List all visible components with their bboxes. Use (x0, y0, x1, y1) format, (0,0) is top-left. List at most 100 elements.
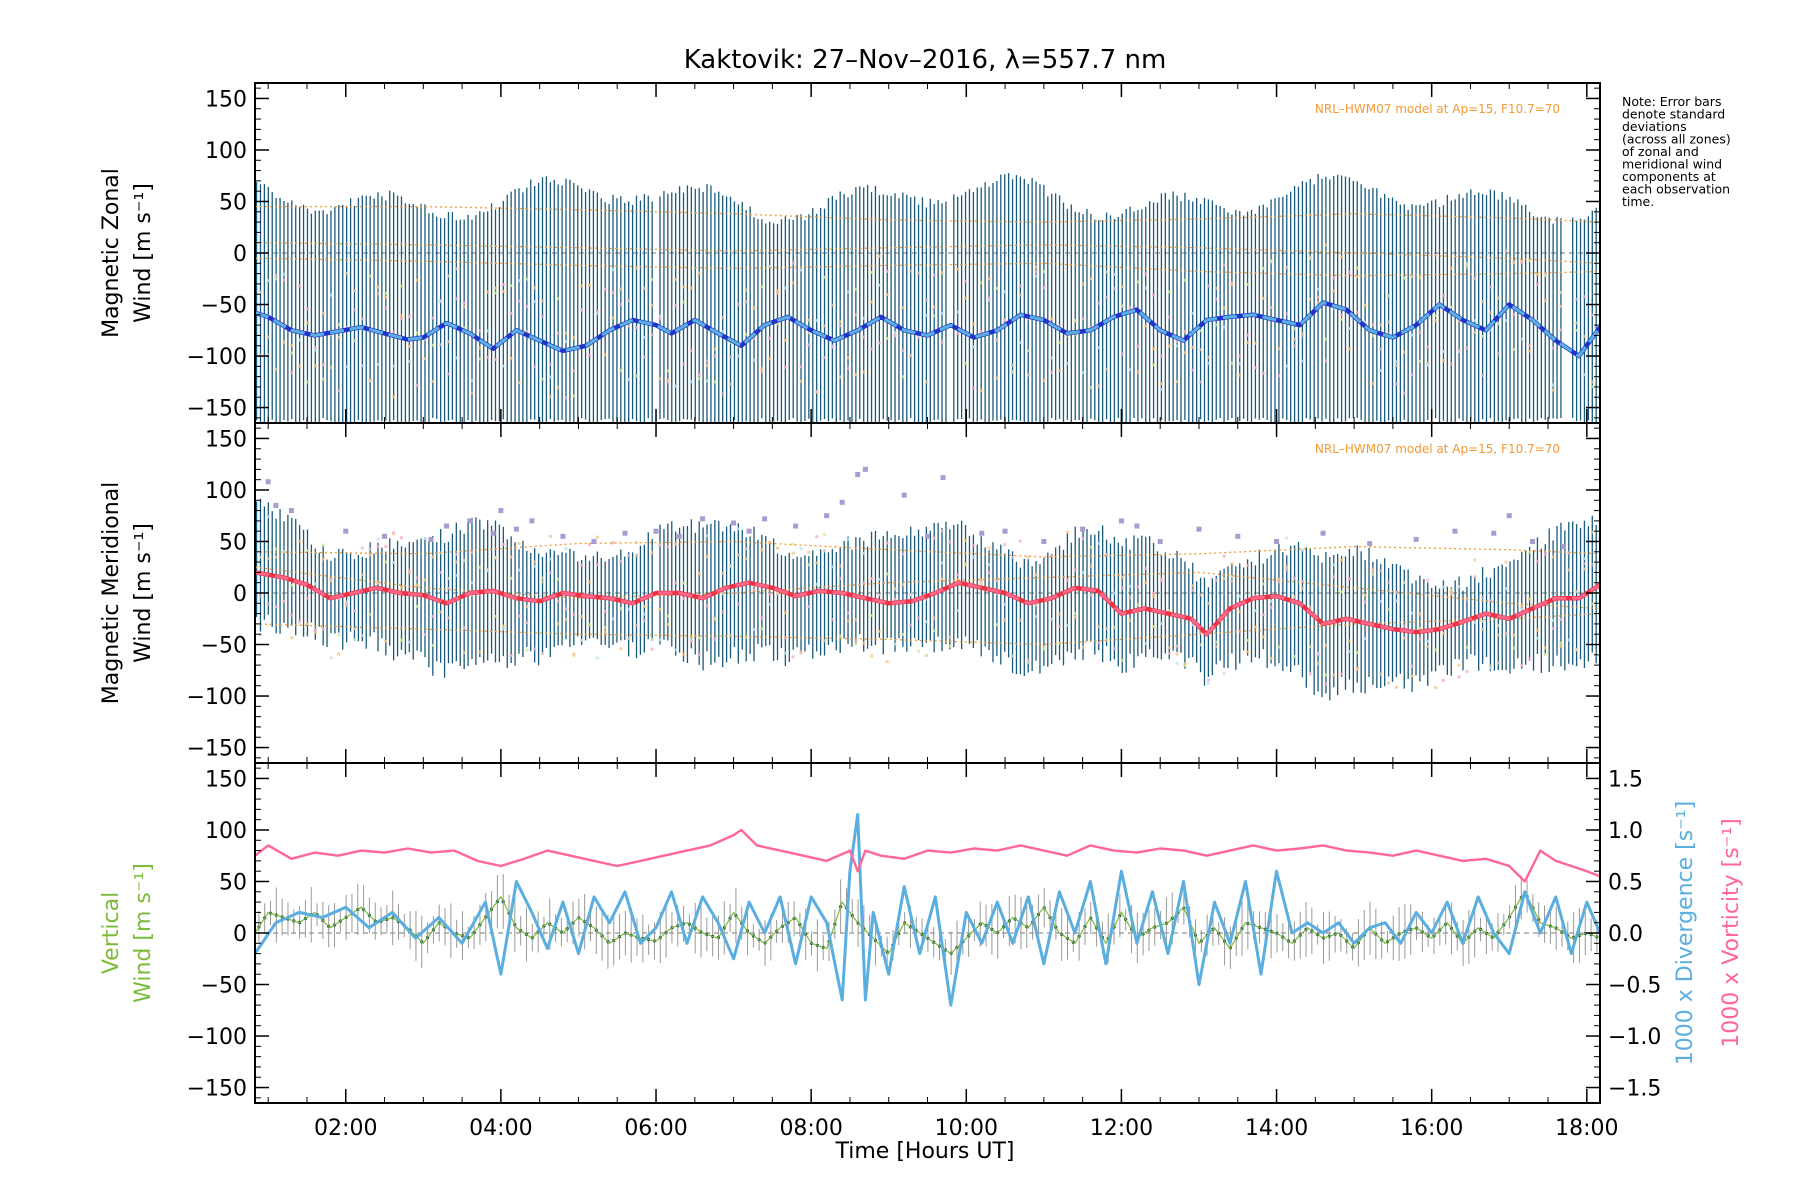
zone-dot (1504, 318, 1508, 322)
zone-dot (298, 539, 302, 543)
zone-dot (439, 300, 443, 304)
zone-dot (1089, 564, 1093, 568)
scatter-point (862, 466, 868, 472)
zone-dot (1559, 290, 1563, 294)
zone-dot (870, 577, 874, 581)
zone-dot (744, 557, 748, 561)
zone-dot (807, 331, 811, 335)
zone-dot (407, 568, 411, 572)
zone-dot (838, 320, 842, 324)
zone-dot (1457, 585, 1461, 589)
y-tick-label: 0 (233, 582, 247, 607)
zone-dot (768, 592, 772, 596)
model-line (255, 205, 1600, 223)
zone-dot (791, 281, 795, 285)
scatter-point (1491, 530, 1497, 536)
zone-dot (877, 577, 881, 581)
zone-dot (1214, 645, 1218, 649)
zone-dot (658, 608, 662, 612)
zone-dot (1347, 650, 1351, 654)
zone-dot (1426, 639, 1430, 643)
scatter-point (746, 528, 752, 534)
zone-dot (588, 543, 592, 547)
zone-dot (799, 651, 803, 655)
zone-dot (1332, 276, 1336, 280)
zone-dot (1238, 354, 1242, 358)
zone-dot (1449, 590, 1453, 594)
plot-area (255, 813, 1600, 1007)
zone-dot (705, 359, 709, 363)
zone-dot (932, 314, 936, 318)
zone-dot (838, 576, 842, 580)
zone-dot (533, 560, 537, 564)
zone-dot (721, 392, 725, 396)
zone-dot (1426, 361, 1430, 365)
zone-dot (525, 277, 529, 281)
zone-dot (1261, 582, 1265, 586)
zone-dot (1246, 650, 1250, 654)
zone-dot (877, 254, 881, 258)
zone-dot (1324, 243, 1328, 247)
zone-dot (1590, 385, 1594, 389)
zone-dot (1418, 612, 1422, 616)
zone-dot (1261, 296, 1265, 300)
zone-dot (1473, 558, 1477, 562)
zone-dot (313, 628, 317, 632)
zone-dot (564, 618, 568, 622)
zone-dot (846, 356, 850, 360)
scatter-point (560, 533, 566, 539)
zone-dot (298, 284, 302, 288)
zone-dot (1073, 612, 1077, 616)
zone-dot (1457, 348, 1461, 352)
zone-dot (768, 602, 772, 606)
zone-dot (329, 333, 333, 337)
zone-dot (540, 299, 544, 303)
zone-dot (1214, 286, 1218, 290)
zone-dot (1136, 280, 1140, 284)
zone-dot (1011, 555, 1015, 559)
zone-dot (282, 600, 286, 604)
zone-dot (627, 378, 631, 382)
zone-dot (650, 637, 654, 641)
zone-dot (744, 332, 748, 336)
zone-dot (1300, 548, 1304, 552)
zone-dot (940, 529, 944, 533)
zone-dot (595, 563, 599, 567)
zone-dot (1277, 645, 1281, 649)
zone-dot (971, 386, 975, 390)
zone-dot (1496, 624, 1500, 628)
zone-dot (838, 375, 842, 379)
zone-dot (1034, 274, 1038, 278)
zone-dot (1011, 370, 1015, 374)
zone-dot (1034, 572, 1038, 576)
zone-dot (1434, 314, 1438, 318)
zone-dot (1253, 625, 1257, 629)
zone-dot (909, 269, 913, 273)
scatter-point (591, 538, 597, 544)
zone-dot (1402, 350, 1406, 354)
zone-dot (1285, 568, 1289, 572)
zone-dot (556, 577, 560, 581)
zone-dot (1246, 563, 1250, 567)
zone-dot (1105, 553, 1109, 557)
zone-dot (1199, 630, 1203, 634)
zone-dot (862, 335, 866, 339)
zone-dot (721, 610, 725, 614)
zone-dot (1018, 618, 1022, 622)
note-line: meridional wind (1622, 157, 1722, 172)
zone-dot (360, 573, 364, 577)
zone-dot (384, 560, 388, 564)
zone-dot (1449, 305, 1453, 309)
zone-dot (1003, 319, 1007, 323)
zone-dot (1441, 631, 1445, 635)
zone-dot (580, 284, 584, 288)
scatter-point (382, 533, 388, 539)
zone-dot (1167, 646, 1171, 650)
zone-dot (713, 347, 717, 351)
zone-dot (924, 380, 928, 384)
y-tick-label: −50 (201, 634, 247, 659)
zone-dot (1347, 639, 1351, 643)
zone-dot (815, 582, 819, 586)
zone-dot (689, 348, 693, 352)
